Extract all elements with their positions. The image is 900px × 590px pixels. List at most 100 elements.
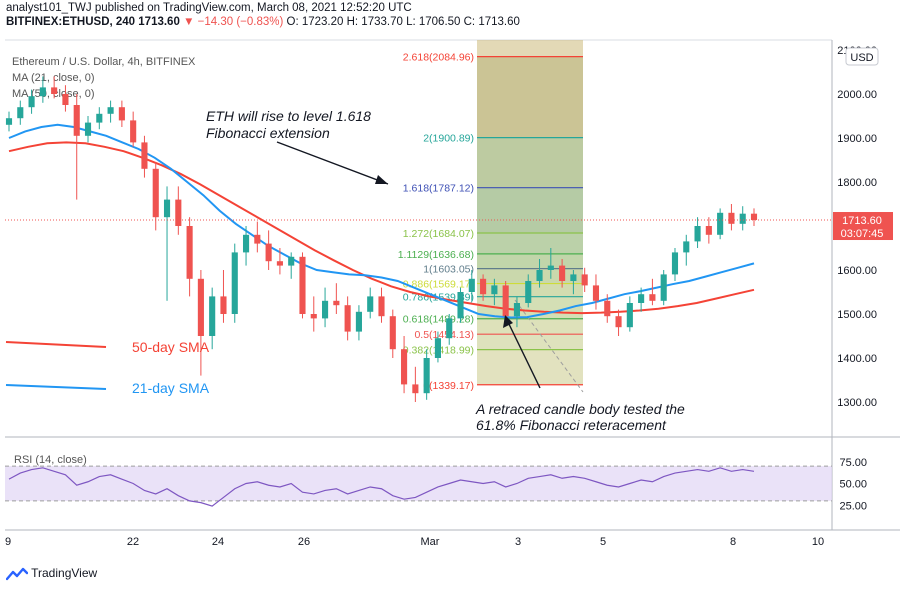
candle-body [355, 311, 362, 332]
price-tag-countdown: 03:07:45 [841, 228, 884, 240]
fib-band [477, 253, 583, 269]
candle-body [581, 274, 588, 286]
ohlc-values: O: 1723.20 H: 1733.70 L: 1706.50 C: 1713… [286, 16, 520, 28]
candle-body [480, 278, 487, 295]
candle-body [694, 226, 701, 242]
candle-body [660, 274, 667, 301]
candle-body [468, 278, 475, 292]
candle-body [412, 384, 419, 394]
candle-body [649, 294, 656, 301]
candle-body [423, 358, 430, 394]
x-tick-label: Mar [421, 536, 440, 548]
tradingview-logo[interactable]: TradingView [5, 566, 97, 581]
candle-body [671, 252, 679, 275]
y-tick-label: 2000.00 [837, 89, 877, 101]
y-tick-label: 1900.00 [837, 133, 877, 145]
symbol-row: BITFINEX:ETHUSD, 240 1713.60 ▼ −14.30 (−… [6, 15, 520, 29]
candle-body [389, 316, 396, 350]
candle-body [310, 314, 317, 319]
candle-body [288, 256, 295, 266]
y-tick-label: 1400.00 [837, 353, 877, 365]
fib-level-label: 1.1129(1636.68) [398, 249, 474, 261]
sma50-legend-line [5, 341, 107, 348]
candle-body [220, 296, 227, 314]
candle-body [17, 107, 24, 119]
candle-body [254, 234, 261, 244]
candle-body [592, 285, 600, 301]
candle-body [434, 338, 441, 358]
annotation-bottom-arrow [507, 321, 541, 389]
annotation-top-line2: Fibonacci extension [206, 125, 330, 141]
publisher-line: analyst101_TWJ published on TradingView.… [6, 2, 412, 14]
candle-body [163, 199, 171, 218]
fib-band [477, 56, 583, 138]
price-chart: 2.618(2084.96) 2(1900.89) 1.618(1787.12) 1.… [5, 39, 900, 548]
symbol: BITFINEX:ETHUSD, 240 [6, 16, 136, 28]
price-tag-value: 1713.60 [842, 215, 882, 227]
x-tick-label: 9 [5, 536, 11, 548]
fib-level-label: 1(1603.05) [423, 264, 474, 276]
fib-projection-line [514, 299, 584, 393]
candle-body [333, 300, 340, 306]
candle-body [276, 261, 283, 266]
rsi-tick-label: 25.00 [839, 500, 867, 512]
candle-body [51, 87, 58, 94]
candle-body [231, 252, 238, 314]
currency-badge[interactable] [845, 47, 879, 66]
candle-body [197, 278, 204, 336]
candle-body [322, 300, 329, 319]
candle-body [107, 107, 114, 114]
chart-header: analyst101_TWJ published on TradingView.… [6, 1, 520, 29]
candle-body [728, 212, 735, 224]
fib-band [477, 233, 583, 254]
annotation-top-arrowhead [375, 175, 388, 184]
fib-level-label: 0.5(1454.13) [414, 329, 474, 341]
candle-body [491, 285, 498, 295]
y-tick-label: 1800.00 [837, 177, 877, 189]
candle-body [446, 318, 453, 339]
candle-body [401, 349, 408, 385]
candle-body [186, 226, 193, 279]
candle-body [705, 226, 712, 235]
annotation-top-line1: ETH will rise to level 1.618 [206, 108, 371, 124]
candle-body [96, 113, 103, 123]
candle-body [28, 96, 35, 108]
rsi-panel: 75.00 50.00 25.00 [5, 457, 867, 512]
fib-level-label: 2(1900.89) [423, 133, 474, 145]
rsi-label: RSI (14, close) [14, 454, 87, 466]
rsi-tick-label: 75.00 [839, 457, 867, 469]
candle-body [73, 105, 80, 136]
legend-title: Ethereum / U.S. Dollar, 4h, BITFINEX [12, 56, 196, 68]
candle-body [5, 118, 13, 125]
rsi-band [5, 466, 832, 501]
candle-body [615, 316, 622, 328]
fibonacci-extension: 2.618(2084.96) 2(1900.89) 1.618(1787.12) 1.… [398, 40, 584, 393]
sma50-label: 50-day SMA [132, 339, 210, 355]
x-tick-label: 22 [127, 536, 139, 548]
tradingview-icon [5, 567, 29, 581]
candle-body [559, 265, 566, 281]
candle-body [299, 256, 306, 314]
y-tick-label: 1500.00 [837, 309, 877, 321]
fib-band [477, 268, 583, 284]
candle-body [367, 296, 374, 312]
sma21-legend-line [5, 384, 107, 390]
candle-body [344, 305, 351, 332]
fib-level-label: 2.618(2084.96) [403, 52, 474, 64]
fib-level-label: 1.618(1787.12) [403, 183, 474, 195]
time-axis: 9 22 24 26 Mar 3 5 8 10 [5, 536, 824, 548]
candle-body [525, 281, 532, 303]
candle-body [626, 303, 633, 328]
rsi-tick-label: 50.00 [839, 479, 867, 491]
x-tick-label: 26 [298, 536, 310, 548]
candle-body [130, 120, 137, 143]
currency-badge-label: USD [850, 52, 873, 64]
annotation-bottom-line2: 61.8% Fibonacci reteracement [476, 417, 667, 433]
candle-body [39, 87, 46, 97]
x-tick-label: 3 [515, 536, 521, 548]
fib-band [477, 137, 583, 188]
candle-body [683, 241, 690, 253]
candle-body [604, 300, 611, 317]
candle-body [175, 199, 182, 226]
rsi-line [8, 467, 755, 507]
